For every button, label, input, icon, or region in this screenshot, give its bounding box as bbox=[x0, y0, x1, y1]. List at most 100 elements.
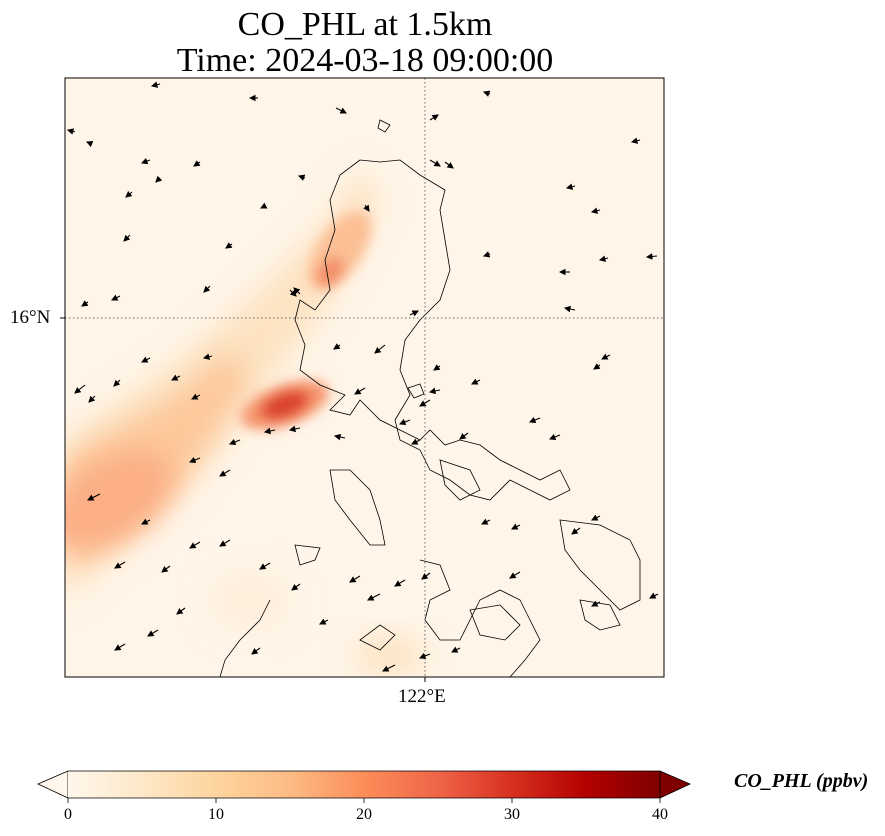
wind-arrow bbox=[590, 207, 601, 214]
wind-arrow bbox=[528, 416, 541, 424]
wind-arrow bbox=[398, 418, 411, 426]
wind-arrow bbox=[251, 647, 261, 655]
colorbar-extend-min bbox=[37, 770, 69, 799]
wind-arrow bbox=[74, 384, 86, 394]
wind-arrow bbox=[155, 175, 163, 183]
wind-arrow bbox=[150, 81, 161, 88]
wind-arrow bbox=[228, 438, 241, 446]
wind-arrow bbox=[418, 652, 431, 660]
wind-arrow bbox=[649, 592, 659, 599]
wind-arrow bbox=[374, 344, 386, 354]
wind-arrow bbox=[176, 607, 186, 615]
wind-arrow bbox=[289, 289, 297, 297]
wind-arrow bbox=[482, 90, 491, 97]
lat-tick-label: 16°N bbox=[10, 307, 51, 328]
colorbar-ticks bbox=[67, 798, 661, 803]
wind-arrow bbox=[591, 600, 601, 607]
lon-tick-label: 122°E bbox=[398, 686, 446, 707]
wind-arrow bbox=[191, 393, 201, 400]
wind-arrow bbox=[367, 593, 381, 601]
wind-arrow bbox=[297, 174, 306, 181]
wind-arrow bbox=[189, 541, 201, 549]
wind-arrow bbox=[263, 427, 276, 435]
colorbar-gradient bbox=[68, 771, 660, 798]
wind-arrow bbox=[571, 527, 581, 535]
wind-arrow bbox=[291, 583, 301, 591]
wind-arrow bbox=[548, 433, 561, 441]
wind-arrow bbox=[428, 387, 441, 395]
wind-arrow bbox=[591, 514, 601, 521]
wind-arrow bbox=[333, 433, 346, 441]
wind-arrow bbox=[593, 363, 601, 370]
wind-arrow bbox=[419, 399, 431, 407]
wind-arrow bbox=[193, 160, 201, 167]
wind-arrow bbox=[598, 255, 609, 262]
wind-arrow bbox=[429, 159, 441, 167]
wind-arrow bbox=[66, 128, 76, 135]
wind-arrow bbox=[85, 140, 94, 148]
wind-arrow bbox=[111, 294, 121, 301]
wind-arrow bbox=[259, 562, 271, 570]
wind-vectors bbox=[66, 81, 659, 672]
wind-arrow bbox=[354, 387, 366, 395]
wind-arrow bbox=[471, 378, 481, 385]
wind-arrow bbox=[563, 305, 576, 313]
wind-arrow bbox=[482, 251, 491, 258]
colorbar-tick-label: 30 bbox=[504, 806, 520, 823]
wind-arrow bbox=[114, 643, 126, 651]
wind-arrow bbox=[141, 356, 151, 363]
wind-arrow bbox=[114, 561, 126, 569]
wind-arrow bbox=[171, 374, 181, 381]
wind-arrow bbox=[125, 190, 133, 198]
wind-arrow bbox=[451, 646, 461, 653]
wind-arrow bbox=[188, 456, 201, 464]
wind-arrow bbox=[141, 518, 151, 525]
colorbar-tick-label: 40 bbox=[652, 806, 668, 823]
wind-arrow bbox=[421, 572, 431, 580]
wind-arrow bbox=[161, 565, 171, 573]
wind-arrow bbox=[81, 300, 89, 307]
wind-arrow bbox=[88, 395, 96, 403]
wind-arrow bbox=[601, 353, 611, 360]
wind-arrow bbox=[645, 253, 658, 260]
map-title-line1: CO_PHL at 1.5km bbox=[237, 6, 493, 43]
wind-arrow bbox=[349, 575, 361, 583]
co-concentration-field bbox=[65, 170, 425, 673]
wind-arrow bbox=[203, 285, 211, 293]
wind-arrow bbox=[140, 157, 151, 165]
wind-arrow bbox=[382, 664, 396, 672]
colorbar-tick-label: 20 bbox=[356, 806, 372, 823]
map-title-line2: Time: 2024-03-18 09:00:00 bbox=[176, 42, 554, 79]
map-frame bbox=[64, 77, 665, 678]
wind-arrow bbox=[147, 629, 159, 637]
wind-arrow bbox=[293, 287, 301, 295]
wind-arrow bbox=[459, 432, 469, 440]
wind-arrow bbox=[219, 469, 231, 477]
wind-arrow bbox=[409, 310, 419, 317]
wind-arrow bbox=[630, 137, 641, 144]
colorbar-tick-label: 0 bbox=[64, 806, 72, 823]
wind-arrow bbox=[481, 518, 491, 525]
wind-arrow bbox=[429, 114, 439, 121]
wind-arrow bbox=[411, 438, 421, 445]
wind-arrow bbox=[87, 493, 101, 501]
wind-arrow bbox=[260, 202, 268, 209]
wind-arrow bbox=[319, 618, 329, 625]
colorbar-tick-label: 10 bbox=[208, 806, 224, 823]
wind-arrow bbox=[225, 242, 233, 249]
wind-arrow bbox=[509, 571, 521, 579]
wind-arrow bbox=[511, 523, 521, 530]
wind-arrow bbox=[202, 353, 213, 360]
wind-arrow bbox=[394, 579, 406, 587]
colorbar-label: CO_PHL (ppbv) bbox=[734, 770, 869, 792]
wind-arrow bbox=[363, 204, 370, 212]
wind-arrow bbox=[288, 425, 301, 433]
wind-arrow bbox=[113, 379, 121, 387]
wind-arrow bbox=[565, 183, 576, 190]
coastlines bbox=[219, 119, 641, 677]
wind-arrow bbox=[444, 161, 454, 169]
wind-arrow bbox=[123, 234, 131, 242]
wind-arrow bbox=[333, 343, 341, 350]
